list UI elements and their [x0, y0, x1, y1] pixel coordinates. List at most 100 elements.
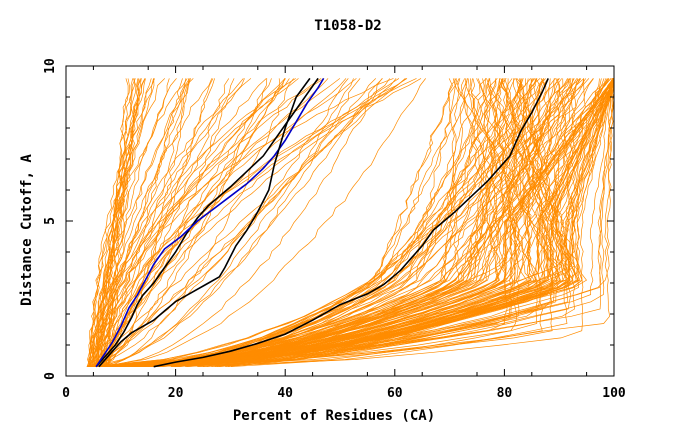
model-curve — [126, 78, 584, 368]
model-curve — [94, 78, 408, 367]
model-curve — [87, 78, 587, 368]
model-curve — [105, 78, 400, 367]
model-curve — [116, 78, 507, 368]
model-curve — [100, 78, 426, 368]
x-axis-label: Percent of Residues (CA) — [233, 408, 435, 424]
model-curve — [99, 78, 615, 368]
model-curve — [136, 78, 614, 368]
model-curve — [124, 78, 588, 368]
model-curve — [89, 78, 170, 367]
model-curve — [147, 78, 526, 368]
model-curve — [108, 78, 294, 368]
model-curve — [145, 78, 613, 368]
model-curve — [128, 78, 606, 368]
model-curve — [174, 78, 613, 368]
axis-ticks — [65, 65, 615, 377]
x-tick-label: 80 — [497, 386, 513, 401]
model-curve — [128, 78, 594, 368]
model-curve — [91, 78, 146, 367]
highlighted-curves — [95, 77, 549, 368]
y-tick-label: 5 — [43, 217, 58, 225]
model-curve — [99, 78, 357, 367]
model-curve — [135, 78, 564, 368]
model-curve — [136, 78, 578, 368]
model-curve — [126, 78, 574, 368]
model-curve — [147, 78, 615, 368]
model-curve — [206, 78, 615, 368]
model-curve — [90, 78, 155, 367]
model-curve — [93, 78, 329, 367]
model-curve — [129, 78, 562, 368]
y-axis-label: Distance Cutoff, A — [19, 154, 35, 306]
model-curve — [149, 78, 461, 368]
highlight-curve-blue — [95, 77, 325, 368]
model-curve — [211, 78, 615, 368]
model-curve — [96, 78, 235, 368]
model-curve — [153, 78, 590, 368]
highlight-curve-black — [153, 78, 549, 368]
model-curve — [90, 78, 349, 368]
model-curve — [100, 78, 135, 367]
model-curve — [225, 78, 615, 368]
model-curve — [105, 78, 555, 368]
model-curve — [89, 78, 152, 367]
model-curve — [101, 78, 189, 367]
model-curve — [94, 78, 473, 368]
x-tick-label: 0 — [62, 386, 70, 401]
model-curve — [106, 78, 134, 367]
model-curve — [197, 78, 615, 368]
model-curve — [120, 78, 541, 368]
model-curve — [94, 78, 572, 368]
model-curve — [157, 78, 615, 368]
y-tick-label: 0 — [43, 372, 58, 380]
model-curve — [105, 78, 140, 367]
model-curve — [177, 78, 614, 368]
model-curve — [88, 78, 468, 368]
model-curve — [102, 78, 383, 368]
model-curve — [102, 78, 614, 368]
model-curve — [126, 78, 532, 368]
y-tick-labels: 0 5 10 — [43, 58, 58, 380]
model-curve — [118, 78, 506, 368]
model-curve — [178, 78, 614, 368]
y-tick-label: 10 — [43, 58, 58, 74]
model-curve — [174, 78, 615, 368]
model-curve — [95, 78, 136, 367]
x-tick-label: 20 — [168, 386, 184, 401]
x-tick-label: 40 — [277, 386, 293, 401]
model-curve — [100, 78, 290, 367]
model-curve — [97, 78, 252, 367]
model-curve — [112, 78, 460, 368]
model-curve — [100, 78, 354, 368]
model-curve — [102, 78, 383, 368]
model-curve — [90, 78, 194, 367]
model-curve — [91, 78, 214, 367]
model-curve — [87, 78, 268, 368]
model-curve — [100, 78, 549, 368]
model-curve — [106, 78, 545, 368]
model-curve — [92, 78, 361, 368]
x-tick-labels: 0 20 40 60 80 100 — [62, 386, 626, 401]
model-curve — [88, 78, 141, 367]
model-curve — [102, 78, 272, 367]
model-curve — [138, 78, 469, 368]
x-tick-label: 100 — [602, 386, 626, 401]
model-curve — [118, 78, 503, 368]
model-curve — [125, 78, 516, 368]
model-curve — [91, 78, 191, 367]
model-curve — [101, 78, 325, 367]
chart-title: T1058-D2 — [314, 18, 381, 34]
model-curve — [87, 78, 286, 367]
model-curve — [115, 78, 456, 368]
highlight-curve-black — [98, 77, 311, 368]
model-curve — [115, 78, 615, 368]
model-curve — [146, 78, 565, 368]
model-curve — [97, 78, 407, 367]
model-curve — [109, 78, 422, 367]
model-curve — [121, 78, 615, 368]
model-curve — [214, 78, 615, 368]
model-curves — [86, 78, 615, 368]
model-curve — [113, 78, 615, 368]
x-tick-label: 60 — [387, 386, 403, 401]
